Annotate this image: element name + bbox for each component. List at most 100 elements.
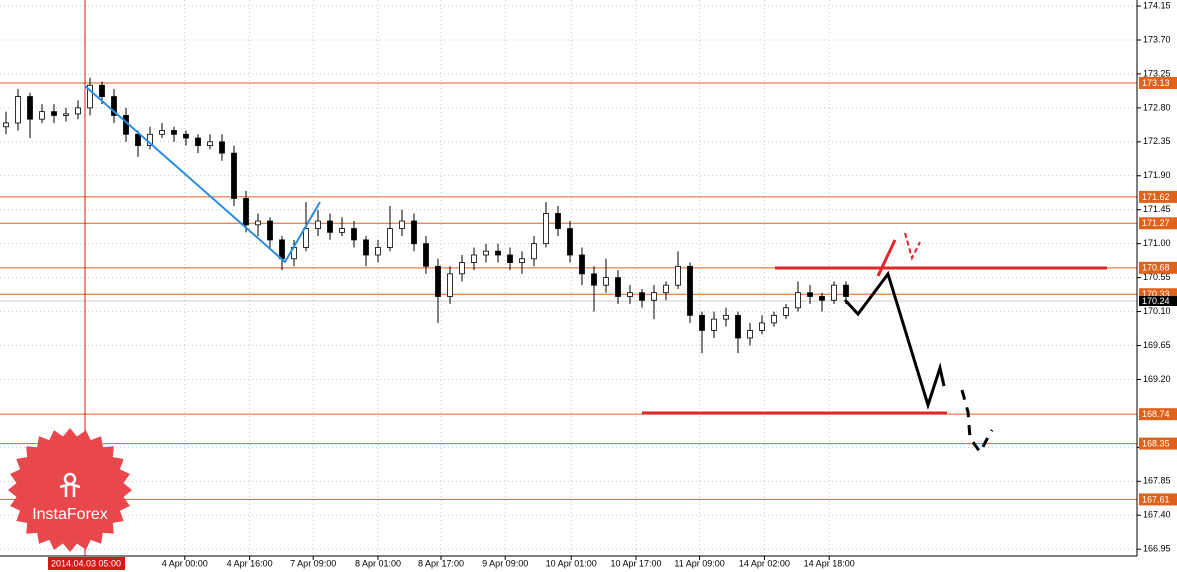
level-label: 167.61 <box>1142 494 1170 504</box>
candle-body <box>675 265 681 286</box>
candle-body <box>267 220 273 241</box>
x-tick-label: 9 Apr 09:00 <box>482 558 528 568</box>
candle-body <box>519 258 525 263</box>
y-tick-label: 169.20 <box>1143 374 1171 384</box>
candle-body <box>771 314 777 324</box>
level-label-box <box>1139 261 1177 274</box>
level-label: 170.68 <box>1142 263 1170 273</box>
level-label: 168.35 <box>1142 438 1170 448</box>
x-tick-label: 4 Apr 00:00 <box>162 558 208 568</box>
candle-body <box>735 314 741 339</box>
y-tick-label: 167.85 <box>1143 476 1171 486</box>
candle-body <box>159 130 165 135</box>
x-tick-label: 14 Apr 18:00 <box>804 558 855 568</box>
logo-icon <box>59 472 81 497</box>
candle-body <box>15 96 21 124</box>
y-tick-label: 173.70 <box>1143 34 1171 44</box>
candle-body <box>207 141 213 147</box>
candle-body <box>195 137 201 147</box>
candle-body <box>399 220 405 229</box>
watermark: InstaForex <box>32 506 108 523</box>
x-tick-label: 10 Apr 01:00 <box>546 558 597 568</box>
candle-body <box>135 133 141 147</box>
arrow <box>876 239 897 277</box>
crosshair-label: 2014.04.03 05:00 <box>51 558 121 568</box>
y-tick-label: 170.55 <box>1143 272 1171 282</box>
forecast-path <box>843 270 946 410</box>
level-label-box <box>1139 217 1177 230</box>
candle-body <box>279 239 285 260</box>
candle-body <box>219 141 225 154</box>
y-tick-label: 166.95 <box>1143 544 1171 554</box>
candle-body <box>615 277 621 297</box>
levels <box>0 82 1137 500</box>
candle-body <box>435 265 441 297</box>
candle-body <box>471 254 477 263</box>
candle-body <box>327 220 333 233</box>
logo-badge <box>8 428 132 552</box>
forecast-path-dashed <box>960 389 994 455</box>
level-label-box <box>1139 437 1177 450</box>
axis-labels: 174.15 173.70 173.25 172.80 172.35 171.90 171.… <box>162 0 1177 568</box>
x-tick-label: 10 Apr 17:00 <box>610 558 661 568</box>
candle-body <box>591 273 597 286</box>
last-price-label: 170.24 <box>1142 296 1170 306</box>
x-tick-label: 14 Apr 02:00 <box>739 558 790 568</box>
y-tick-label: 167.40 <box>1143 510 1171 520</box>
trend-line <box>84 85 321 264</box>
candle-body <box>375 247 381 256</box>
y-tick-label: 171.90 <box>1143 170 1171 180</box>
candle-body <box>639 292 645 301</box>
level-label-box <box>1139 190 1177 203</box>
crosshair-label-box <box>48 557 125 570</box>
candle-body <box>243 198 249 226</box>
candle-body <box>423 243 429 267</box>
y-tick-label: 172.35 <box>1143 136 1171 146</box>
candle-body <box>699 314 705 331</box>
logo: InstaForex <box>8 428 132 552</box>
y-tick-label: 174.15 <box>1143 0 1171 10</box>
candle-body <box>255 220 261 226</box>
candle-body <box>555 213 561 229</box>
x-tick-label: 8 Apr 01:00 <box>355 558 401 568</box>
candle-body <box>483 250 489 256</box>
candle-body <box>231 152 237 199</box>
y-tick-label: 171.45 <box>1143 204 1171 214</box>
candle-body <box>51 111 57 116</box>
y-tick-label: 172.80 <box>1143 102 1171 112</box>
candle-body <box>63 113 69 116</box>
candle-body <box>795 292 801 309</box>
candle-body <box>567 228 573 256</box>
y-tick-label: 173.25 <box>1143 68 1171 78</box>
candle-body <box>687 265 693 316</box>
candle-body <box>39 111 45 120</box>
candle-body <box>543 213 549 245</box>
arrow <box>904 232 921 261</box>
candle-body <box>387 228 393 248</box>
level-label: 171.27 <box>1142 218 1170 228</box>
candle-body <box>711 318 717 331</box>
candle-body <box>627 292 633 297</box>
candle-body <box>363 239 369 256</box>
drawings <box>84 85 1107 455</box>
candle-body <box>819 296 825 301</box>
candle-body <box>507 254 513 263</box>
candle-body <box>843 284 849 297</box>
candle-body <box>747 330 753 339</box>
candle-body <box>723 314 729 320</box>
candle-body <box>579 254 585 275</box>
candle-body <box>447 273 453 297</box>
x-tick-label: 4 Apr 16:00 <box>227 558 273 568</box>
candle-body <box>663 284 669 294</box>
candles <box>3 77 849 354</box>
candle-body <box>807 292 813 297</box>
x-tick-label: 11 Apr 09:00 <box>674 558 724 568</box>
candle-body <box>27 96 33 120</box>
candle-body <box>75 107 81 115</box>
candle-body <box>87 84 93 109</box>
level-label: 173.13 <box>1142 78 1170 88</box>
candle-body <box>171 130 177 135</box>
level-label: 171.62 <box>1142 192 1170 202</box>
candle-body <box>459 262 465 275</box>
candle-body <box>495 250 501 256</box>
